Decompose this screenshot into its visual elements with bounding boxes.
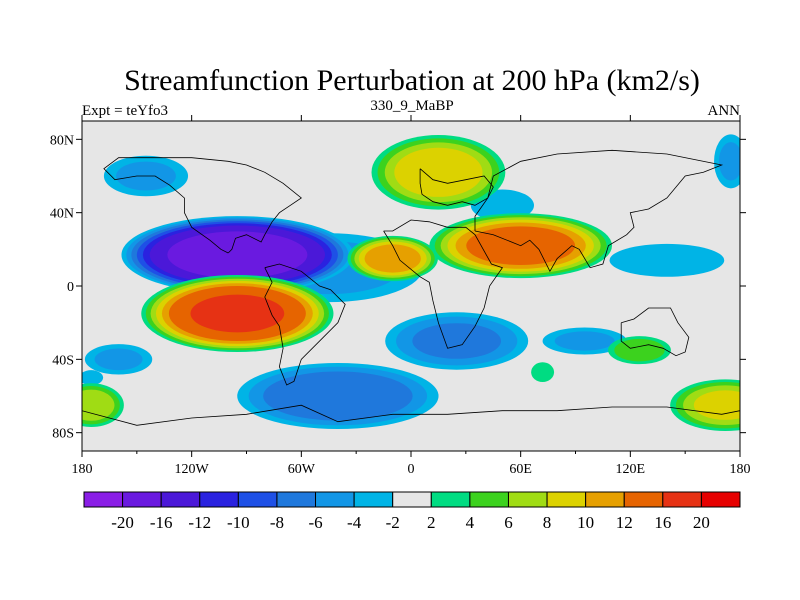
colorbar-swatch-15 [662,491,702,508]
y-tick-label-0: 80N [50,133,74,148]
x-tick-label-2: 60W [288,462,316,477]
colorbar-label-13: 12 [616,513,633,532]
colorbar-swatch-9 [430,491,471,508]
contour-feature-central-pacific-high [141,274,334,353]
contour-feature-europe-high [371,135,506,210]
colorbar-swatch-11 [507,491,548,508]
coastline-1 [383,219,504,349]
contour-band-south-pacific-high-patch-1 [614,338,665,362]
colorbar-swatch-3 [199,491,239,508]
colorbar-swatch-10 [469,491,509,508]
contour-band-americas-low-6 [167,231,308,279]
land-outline [82,149,740,426]
colorbar-label-6: -4 [347,513,362,532]
colorbar-swatch-1 [122,491,162,508]
y-tick-label-2: 0 [67,280,74,295]
colorbar-swatch-0 [83,491,124,508]
colorbar-label-8: 2 [427,513,436,532]
plot-area [81,120,741,452]
coastline-5 [82,404,740,426]
colorbar-swatch-2 [160,491,201,508]
contour-fill-layer [82,134,740,432]
colorbar-swatch-5 [276,491,317,508]
colorbar-label-15: 20 [693,513,710,532]
contour-feature-sw-pacific-negative [84,344,153,375]
colorbar-swatch-16 [700,491,741,508]
y-tick-label-3: 40S [52,353,74,368]
contour-feature-asia-negative-jet [609,243,725,277]
contour-band-far-ne-negative-1 [718,142,740,181]
colorbar-label-4: -8 [270,513,284,532]
contour-feature-far-ne-negative [714,134,740,189]
y-tick-label-4: 80S [52,427,74,442]
contour-feature-sh-midlat-negative [237,362,439,430]
x-tick-label-0: 180 [72,462,93,477]
contour-feature-subtropical-high-west [347,235,438,282]
colorbar-label-1: -16 [150,513,173,532]
contour-feature-far-east-sh-high [670,379,740,432]
coastline-6 [103,157,302,254]
colorbar: -20 -16 -12 -10 -8 -6 -4 -2 2 4 6 8 10 12 16 20 [83,491,741,532]
coastline-3 [264,263,346,386]
y-axis: 80N 40N 0 40S 80S [50,133,746,442]
contour-band-europe-high-3 [394,147,483,197]
colorbar-label-2: -12 [188,513,211,532]
x-tick-label-3: 0 [408,462,415,477]
colorbar-label-0: -20 [111,513,134,532]
contour-band-central-pacific-high-6 [190,294,285,333]
colorbar-label-10: 6 [504,513,513,532]
y-tick-label-1: 40N [50,207,74,222]
colorbar-swatch-7 [353,491,394,508]
colorbar-label-11: 8 [543,513,552,532]
contour-band-sw-pacific-negative-1 [94,348,143,371]
colorbar-swatch-6 [315,491,355,508]
colorbar-swatch-12 [546,491,587,508]
contour-band-sw-indian-negative-0 [82,370,104,386]
coastline-4 [620,307,690,357]
left-string: Expt = teYfo3 [82,103,168,119]
right-string: ANN [708,103,741,119]
contour-band-subtropical-high-west-4 [364,244,421,273]
center-string: 330_9_MaBP [370,98,453,114]
contour-band-asia-negative-jet-0 [609,243,725,277]
x-tick-label-5: 120E [616,462,646,477]
contour-feature-south-atlantic-negative [385,312,529,370]
contour-feature-americas-low [121,216,354,294]
x-axis: 180 120W 60W 0 60E 120E 180 [72,115,751,477]
x-tick-label-4: 60E [509,462,532,477]
colorbar-label-9: 4 [466,513,475,532]
colorbar-label-14: 16 [654,513,671,532]
chart-title: Streamfunction Perturbation at 200 hPa (… [124,64,700,97]
colorbar-swatch-8 [392,491,432,508]
contour-band-far-west-sh-high-2 [82,389,115,421]
contour-band-south-atlantic-negative-2 [412,323,502,359]
x-tick-label-6: 180 [730,462,751,477]
colorbar-swatch-14 [623,491,664,508]
contour-feature-sw-indian-negative [82,370,104,386]
coastline-0 [419,168,494,206]
contour-band-far-east-sh-high-3 [693,390,740,420]
contour-feature-indian-ocean-negative [542,327,627,355]
colorbar-label-7: -2 [386,513,400,532]
colorbar-label-3: -10 [227,513,250,532]
contour-band-sh-midlat-negative-2 [263,371,413,421]
colorbar-swatch-13 [585,491,625,508]
contour-band-small-high-indian-0 [531,362,555,383]
contour-feature-small-high-indian [531,362,555,383]
contour-feature-south-pacific-high-patch [608,336,671,365]
colorbar-swatch-4 [237,491,278,508]
colorbar-label-5: -6 [308,513,322,532]
contour-band-indian-ocean-negative-1 [554,331,615,351]
coastline-2 [474,149,724,273]
contour-feature-far-west-sh-high [82,383,124,428]
colorbar-label-12: 10 [577,513,594,532]
x-tick-label-1: 120W [175,462,210,477]
